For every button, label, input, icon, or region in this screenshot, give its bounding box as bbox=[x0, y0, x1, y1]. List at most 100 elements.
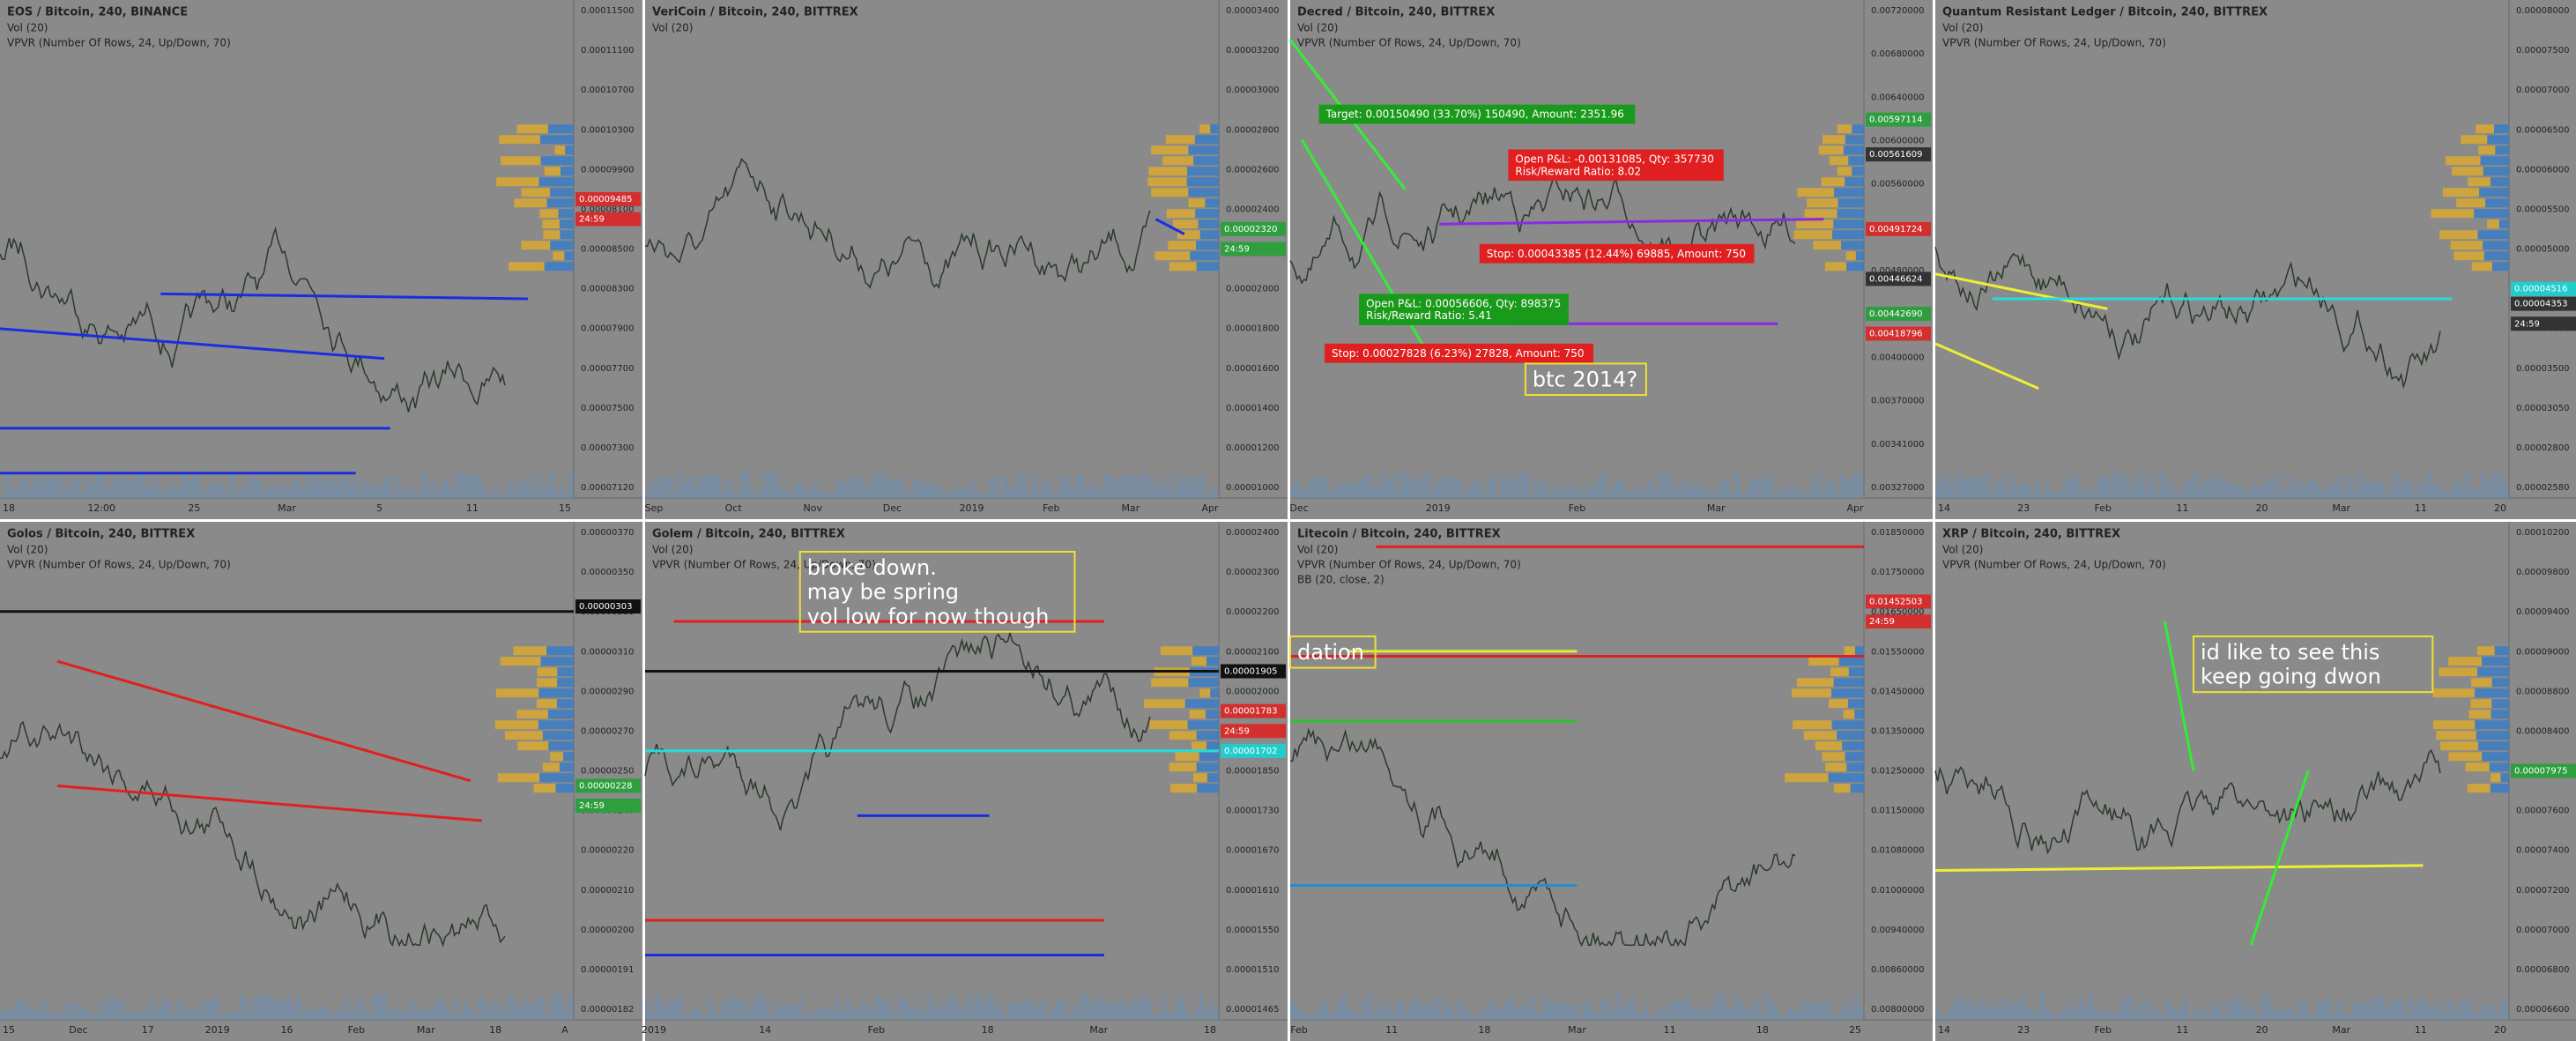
price-tag bbox=[575, 212, 641, 227]
volume-bar bbox=[1309, 478, 1314, 498]
volume-bar bbox=[1935, 1007, 1941, 1020]
y-axis-label: 0.00010300 bbox=[581, 125, 634, 135]
volume-bar bbox=[52, 480, 57, 498]
volume-bar bbox=[1993, 1007, 1998, 1020]
volume-profile bbox=[1837, 167, 1852, 176]
volume-profile bbox=[1844, 646, 1855, 656]
volume-profile bbox=[1852, 124, 1864, 134]
price-tag bbox=[1221, 221, 1286, 236]
volume-bar bbox=[2231, 483, 2237, 498]
drawing bbox=[1154, 218, 1185, 235]
x-axis-label: Dec bbox=[1289, 502, 1308, 514]
y-axis-label: 0.00007000 bbox=[2516, 86, 2569, 95]
volume-bar bbox=[683, 482, 688, 498]
volume-bar bbox=[349, 1013, 354, 1020]
volume-bar bbox=[2437, 486, 2442, 498]
volume-bar bbox=[2303, 1003, 2308, 1020]
y-axis-label: 0.00640000 bbox=[1871, 93, 1924, 102]
volume-profile bbox=[564, 251, 574, 261]
volume-bar bbox=[2236, 995, 2241, 1020]
volume-profile bbox=[1843, 145, 1864, 155]
volume-bar bbox=[1405, 472, 1410, 498]
volume-bar bbox=[894, 1015, 899, 1020]
volume-bar bbox=[1825, 482, 1830, 498]
volume-bar bbox=[961, 487, 966, 498]
volume-profile bbox=[546, 646, 574, 656]
x-axis-label: 14 bbox=[1938, 1024, 1950, 1036]
volume-profile bbox=[1830, 667, 1849, 677]
volume-bar bbox=[105, 491, 110, 498]
volume-bar bbox=[391, 492, 397, 498]
volume-bar bbox=[253, 996, 258, 1020]
x-axis-label: 18 bbox=[982, 1024, 994, 1036]
volume-bar bbox=[2451, 484, 2456, 498]
volume-bar bbox=[406, 1010, 412, 1020]
volume-bar bbox=[4, 1010, 10, 1020]
volume-bar bbox=[415, 1005, 420, 1020]
volume-bar bbox=[516, 1009, 521, 1020]
volume-profile bbox=[1187, 167, 1219, 176]
volume-bar bbox=[1720, 480, 1726, 498]
volume-bar bbox=[1170, 1011, 1176, 1020]
volume-bar bbox=[1725, 1005, 1730, 1020]
volume-profile bbox=[555, 784, 574, 793]
volume-bar bbox=[1715, 994, 1720, 1020]
x-axis-label: 23 bbox=[2017, 502, 2030, 514]
volume-bar bbox=[158, 487, 163, 498]
volume-bar bbox=[1366, 474, 1371, 498]
volume-bar bbox=[1644, 1007, 1649, 1020]
volume-bar bbox=[482, 1000, 487, 1020]
volume-bar bbox=[2179, 1007, 2184, 1020]
x-axis-label: Mar bbox=[1707, 502, 1726, 514]
volume-bar bbox=[994, 474, 999, 498]
volume-profile bbox=[509, 262, 545, 271]
volume-bar bbox=[2174, 494, 2179, 498]
volume-bar bbox=[2275, 1012, 2280, 1020]
indicator-label: VPVR (Number Of Rows, 24, Up/Down, 70) bbox=[1942, 37, 2166, 49]
volume-bar bbox=[143, 486, 148, 498]
volume-bar bbox=[1476, 481, 1481, 498]
volume-profile bbox=[540, 156, 574, 166]
volume-bar bbox=[2112, 472, 2117, 498]
volume-bar bbox=[2389, 484, 2394, 498]
volume-bar bbox=[1739, 492, 1744, 498]
volume-bar bbox=[115, 999, 120, 1020]
volume-profile bbox=[538, 688, 574, 698]
volume-bar bbox=[1299, 488, 1304, 498]
volume-bar bbox=[1567, 486, 1572, 498]
y-axis-label: 0.00009000 bbox=[2516, 647, 2569, 657]
x-axis-label: Feb bbox=[1043, 502, 1059, 514]
volume-bar bbox=[979, 1003, 984, 1020]
volume-bar bbox=[334, 482, 339, 498]
volume-bar bbox=[1395, 488, 1400, 498]
volume-bar bbox=[100, 999, 105, 1020]
volume-bar bbox=[2399, 484, 2404, 498]
volume-bar bbox=[2293, 1014, 2298, 1020]
volume-bar bbox=[2284, 1007, 2290, 1020]
volume-bar bbox=[2169, 483, 2174, 498]
volume-bar bbox=[2384, 494, 2389, 498]
volume-profile bbox=[2468, 177, 2491, 187]
volume-bar bbox=[444, 480, 449, 498]
price-tag-label: 0.00442690 bbox=[1869, 309, 1922, 319]
volume-bar bbox=[731, 994, 736, 1020]
volume-bar bbox=[1065, 1014, 1071, 1020]
volume-profile bbox=[1144, 699, 1185, 709]
volume-bar bbox=[1973, 1008, 1978, 1020]
volume-bar bbox=[430, 480, 435, 498]
volume-profile bbox=[1192, 646, 1219, 656]
volume-bar bbox=[2035, 1007, 2040, 1020]
y-axis-label: 0.00001465 bbox=[1226, 1005, 1279, 1015]
volume-profile bbox=[536, 699, 557, 709]
volume-bar bbox=[1290, 486, 1295, 498]
y-axis-label: 0.00006800 bbox=[2516, 965, 2569, 975]
volume-bar bbox=[1754, 1000, 1759, 1020]
volume-profile bbox=[1821, 177, 1845, 187]
volume-bar bbox=[1725, 479, 1730, 498]
volume-bar bbox=[1036, 1002, 1042, 1020]
volume-bar bbox=[1352, 1011, 1357, 1020]
volume-bar bbox=[344, 999, 349, 1020]
volume-bar bbox=[1419, 1004, 1424, 1020]
volume-bar bbox=[1815, 1002, 1821, 1020]
chart-title: EOS / Bitcoin, 240, BINANCE bbox=[7, 6, 188, 19]
